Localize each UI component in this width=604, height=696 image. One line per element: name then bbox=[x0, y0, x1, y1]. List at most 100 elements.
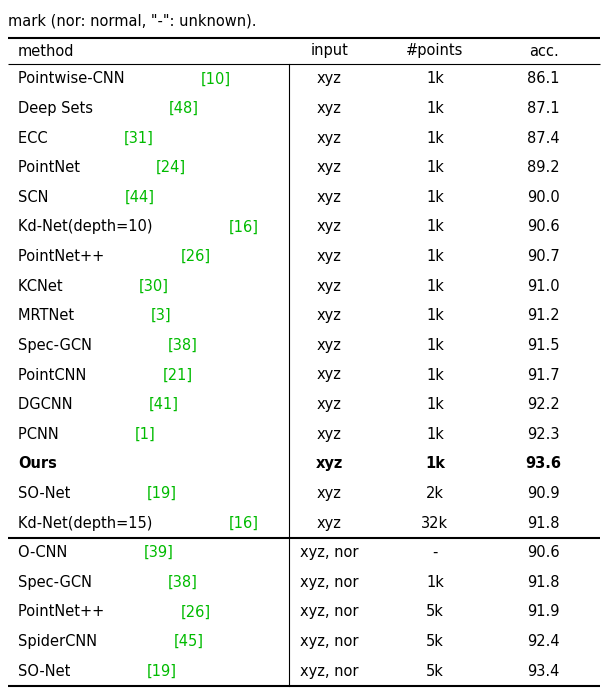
Text: xyz: xyz bbox=[316, 308, 342, 323]
Text: xyz, nor: xyz, nor bbox=[300, 634, 358, 649]
Text: 1k: 1k bbox=[426, 338, 444, 353]
Text: 87.1: 87.1 bbox=[527, 101, 560, 116]
Text: 89.2: 89.2 bbox=[527, 160, 560, 175]
Text: 5k: 5k bbox=[426, 664, 444, 679]
Text: 1k: 1k bbox=[426, 397, 444, 412]
Text: xyz: xyz bbox=[316, 219, 342, 235]
Text: xyz: xyz bbox=[316, 397, 342, 412]
Text: SpiderCNN: SpiderCNN bbox=[18, 634, 102, 649]
Text: [38]: [38] bbox=[168, 338, 198, 353]
Text: 90.6: 90.6 bbox=[527, 219, 560, 235]
Text: PointNet++: PointNet++ bbox=[18, 604, 109, 619]
Text: [16]: [16] bbox=[229, 219, 259, 235]
Text: [1]: [1] bbox=[135, 427, 156, 442]
Text: [39]: [39] bbox=[144, 545, 173, 560]
Text: xyz: xyz bbox=[316, 160, 342, 175]
Text: xyz: xyz bbox=[316, 427, 342, 442]
Text: xyz: xyz bbox=[315, 457, 343, 471]
Text: 86.1: 86.1 bbox=[527, 71, 560, 86]
Text: xyz: xyz bbox=[316, 101, 342, 116]
Text: SO-Net: SO-Net bbox=[18, 486, 75, 501]
Text: 91.8: 91.8 bbox=[527, 575, 560, 590]
Text: 1k: 1k bbox=[426, 190, 444, 205]
Text: MRTNet: MRTNet bbox=[18, 308, 79, 323]
Text: xyz: xyz bbox=[316, 516, 342, 530]
Text: KCNet: KCNet bbox=[18, 278, 68, 294]
Text: 90.7: 90.7 bbox=[527, 249, 560, 264]
Text: method: method bbox=[18, 43, 75, 58]
Text: xyz, nor: xyz, nor bbox=[300, 575, 358, 590]
Text: 32k: 32k bbox=[422, 516, 448, 530]
Text: xyz: xyz bbox=[316, 367, 342, 383]
Text: 1k: 1k bbox=[425, 457, 445, 471]
Text: xyz: xyz bbox=[316, 131, 342, 145]
Text: Pointwise-CNN: Pointwise-CNN bbox=[18, 71, 129, 86]
Text: xyz, nor: xyz, nor bbox=[300, 604, 358, 619]
Text: [44]: [44] bbox=[124, 190, 155, 205]
Text: DGCNN: DGCNN bbox=[18, 397, 77, 412]
Text: 87.4: 87.4 bbox=[527, 131, 560, 145]
Text: 90.9: 90.9 bbox=[527, 486, 560, 501]
Text: Deep Sets: Deep Sets bbox=[18, 101, 98, 116]
Text: xyz: xyz bbox=[316, 278, 342, 294]
Text: Spec-GCN: Spec-GCN bbox=[18, 338, 97, 353]
Text: 1k: 1k bbox=[426, 101, 444, 116]
Text: mark (nor: normal, "-": unknown).: mark (nor: normal, "-": unknown). bbox=[8, 14, 257, 29]
Text: 1k: 1k bbox=[426, 249, 444, 264]
Text: 5k: 5k bbox=[426, 634, 444, 649]
Text: Kd-Net(depth=15): Kd-Net(depth=15) bbox=[18, 516, 157, 530]
Text: xyz: xyz bbox=[316, 71, 342, 86]
Text: 5k: 5k bbox=[426, 604, 444, 619]
Text: 92.3: 92.3 bbox=[527, 427, 560, 442]
Text: 1k: 1k bbox=[426, 160, 444, 175]
Text: 2k: 2k bbox=[426, 486, 444, 501]
Text: 92.2: 92.2 bbox=[527, 397, 560, 412]
Text: PointNet: PointNet bbox=[18, 160, 85, 175]
Text: #points: #points bbox=[406, 43, 463, 58]
Text: Ours: Ours bbox=[18, 457, 57, 471]
Text: 1k: 1k bbox=[426, 575, 444, 590]
Text: [16]: [16] bbox=[228, 516, 259, 530]
Text: 91.0: 91.0 bbox=[527, 278, 560, 294]
Text: 91.8: 91.8 bbox=[527, 516, 560, 530]
Text: 93.6: 93.6 bbox=[525, 457, 562, 471]
Text: 91.5: 91.5 bbox=[527, 338, 560, 353]
Text: [31]: [31] bbox=[124, 131, 153, 145]
Text: SCN: SCN bbox=[18, 190, 53, 205]
Text: ECC: ECC bbox=[18, 131, 53, 145]
Text: 91.2: 91.2 bbox=[527, 308, 560, 323]
Text: 90.6: 90.6 bbox=[527, 545, 560, 560]
Text: xyz: xyz bbox=[316, 486, 342, 501]
Text: 1k: 1k bbox=[426, 219, 444, 235]
Text: [3]: [3] bbox=[150, 308, 171, 323]
Text: 1k: 1k bbox=[426, 131, 444, 145]
Text: xyz: xyz bbox=[316, 249, 342, 264]
Text: [45]: [45] bbox=[173, 634, 204, 649]
Text: 1k: 1k bbox=[426, 71, 444, 86]
Text: [19]: [19] bbox=[147, 486, 176, 501]
Text: 1k: 1k bbox=[426, 308, 444, 323]
Text: xyz: xyz bbox=[316, 338, 342, 353]
Text: xyz, nor: xyz, nor bbox=[300, 545, 358, 560]
Text: [21]: [21] bbox=[162, 367, 193, 383]
Text: O-CNN: O-CNN bbox=[18, 545, 72, 560]
Text: PCNN: PCNN bbox=[18, 427, 63, 442]
Text: Spec-GCN: Spec-GCN bbox=[18, 575, 97, 590]
Text: 91.9: 91.9 bbox=[527, 604, 560, 619]
Text: [24]: [24] bbox=[156, 160, 186, 175]
Text: [26]: [26] bbox=[181, 249, 211, 264]
Text: -: - bbox=[432, 545, 437, 560]
Text: PointCNN: PointCNN bbox=[18, 367, 91, 383]
Text: Kd-Net(depth=10): Kd-Net(depth=10) bbox=[18, 219, 157, 235]
Text: PointNet++: PointNet++ bbox=[18, 249, 109, 264]
Text: [26]: [26] bbox=[181, 604, 211, 619]
Text: [41]: [41] bbox=[149, 397, 179, 412]
Text: [48]: [48] bbox=[169, 101, 199, 116]
Text: 93.4: 93.4 bbox=[527, 664, 560, 679]
Text: SO-Net: SO-Net bbox=[18, 664, 75, 679]
Text: 90.0: 90.0 bbox=[527, 190, 560, 205]
Text: input: input bbox=[310, 43, 348, 58]
Text: [30]: [30] bbox=[139, 278, 169, 294]
Text: 92.4: 92.4 bbox=[527, 634, 560, 649]
Text: acc.: acc. bbox=[528, 43, 559, 58]
